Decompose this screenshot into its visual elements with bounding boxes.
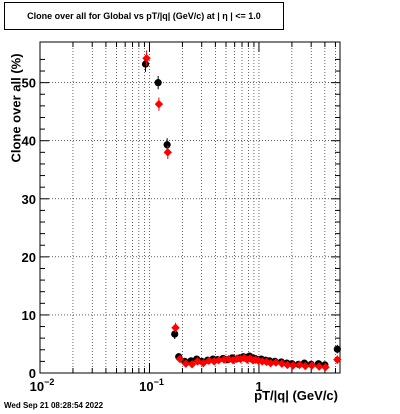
data-point [193,357,202,366]
timestamp: Wed Sep 21 08:28:54 2022 [4,401,104,410]
data-point [163,141,171,149]
x-tick-label: 10−1 [139,377,164,394]
y-axis-label: Clone over all (%) [8,53,24,163]
data-point [283,360,292,370]
x-tick-label: 1 [255,379,262,394]
y-tick-label: 20 [22,250,36,265]
data-point [163,148,172,157]
data-point [266,358,275,368]
data-point [175,354,185,364]
y-tick-label: 30 [22,192,36,207]
data-point [171,323,180,332]
y-tick-label: 0 [29,366,36,381]
y-tick-label: 10 [22,308,36,323]
plot-frame [39,41,341,374]
data-points [141,50,342,372]
data-point [141,60,150,68]
data-point [181,359,191,368]
data-point [307,361,317,370]
data-point [214,356,224,365]
chart-title-box: Clone over all for Global vs pT/|q| (GeV… [4,2,284,30]
y-tick-label: 50 [22,76,36,91]
data-point [154,99,164,109]
x-axis-label: pT/|q| (GeV/c) [254,388,338,403]
data-point [301,361,310,371]
tick-labels: 0 10 20 30 40 50 10−2 10−1 1 [22,76,263,394]
grid-lines [39,42,340,373]
chart-title: Clone over all for Global vs pT/|q| (GeV… [27,11,261,21]
series-red [142,50,342,372]
data-point [154,79,162,87]
data-point [171,330,179,338]
data-point [277,359,287,368]
data-point [271,358,281,367]
data-point [333,345,341,353]
data-point [295,360,304,370]
data-point [288,361,298,370]
data-point [204,356,214,366]
data-point [314,362,324,371]
data-point [321,362,330,372]
y-tick-label: 40 [22,134,36,149]
data-point [142,54,151,63]
data-point [333,355,342,364]
axis-ticks [39,42,340,374]
x-tick-label: 10−2 [30,377,55,394]
